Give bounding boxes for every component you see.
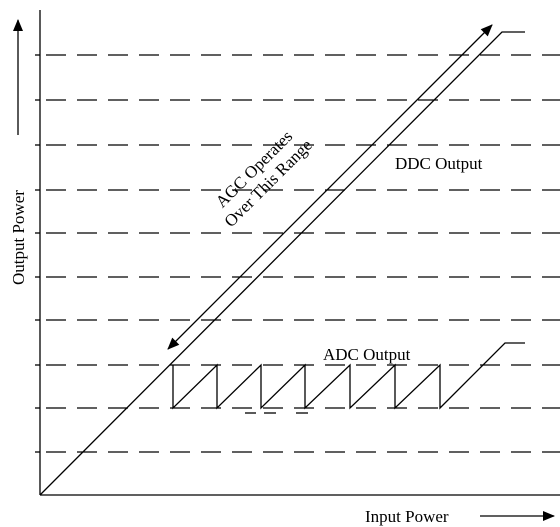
adc-label: ADC Output: [323, 345, 411, 364]
ddc-label: DDC Output: [395, 154, 483, 173]
adc-sawtooth: [172, 342, 525, 410]
y-axis-label: Output Power: [9, 190, 28, 285]
dashed-levels: [35, 54, 560, 453]
ddc-line: [39, 31, 525, 496]
agc-range-arrow: [167, 24, 493, 350]
agc-label: AGC Operates Over This Range: [212, 127, 316, 231]
x-axis-label: Input Power: [365, 507, 449, 526]
